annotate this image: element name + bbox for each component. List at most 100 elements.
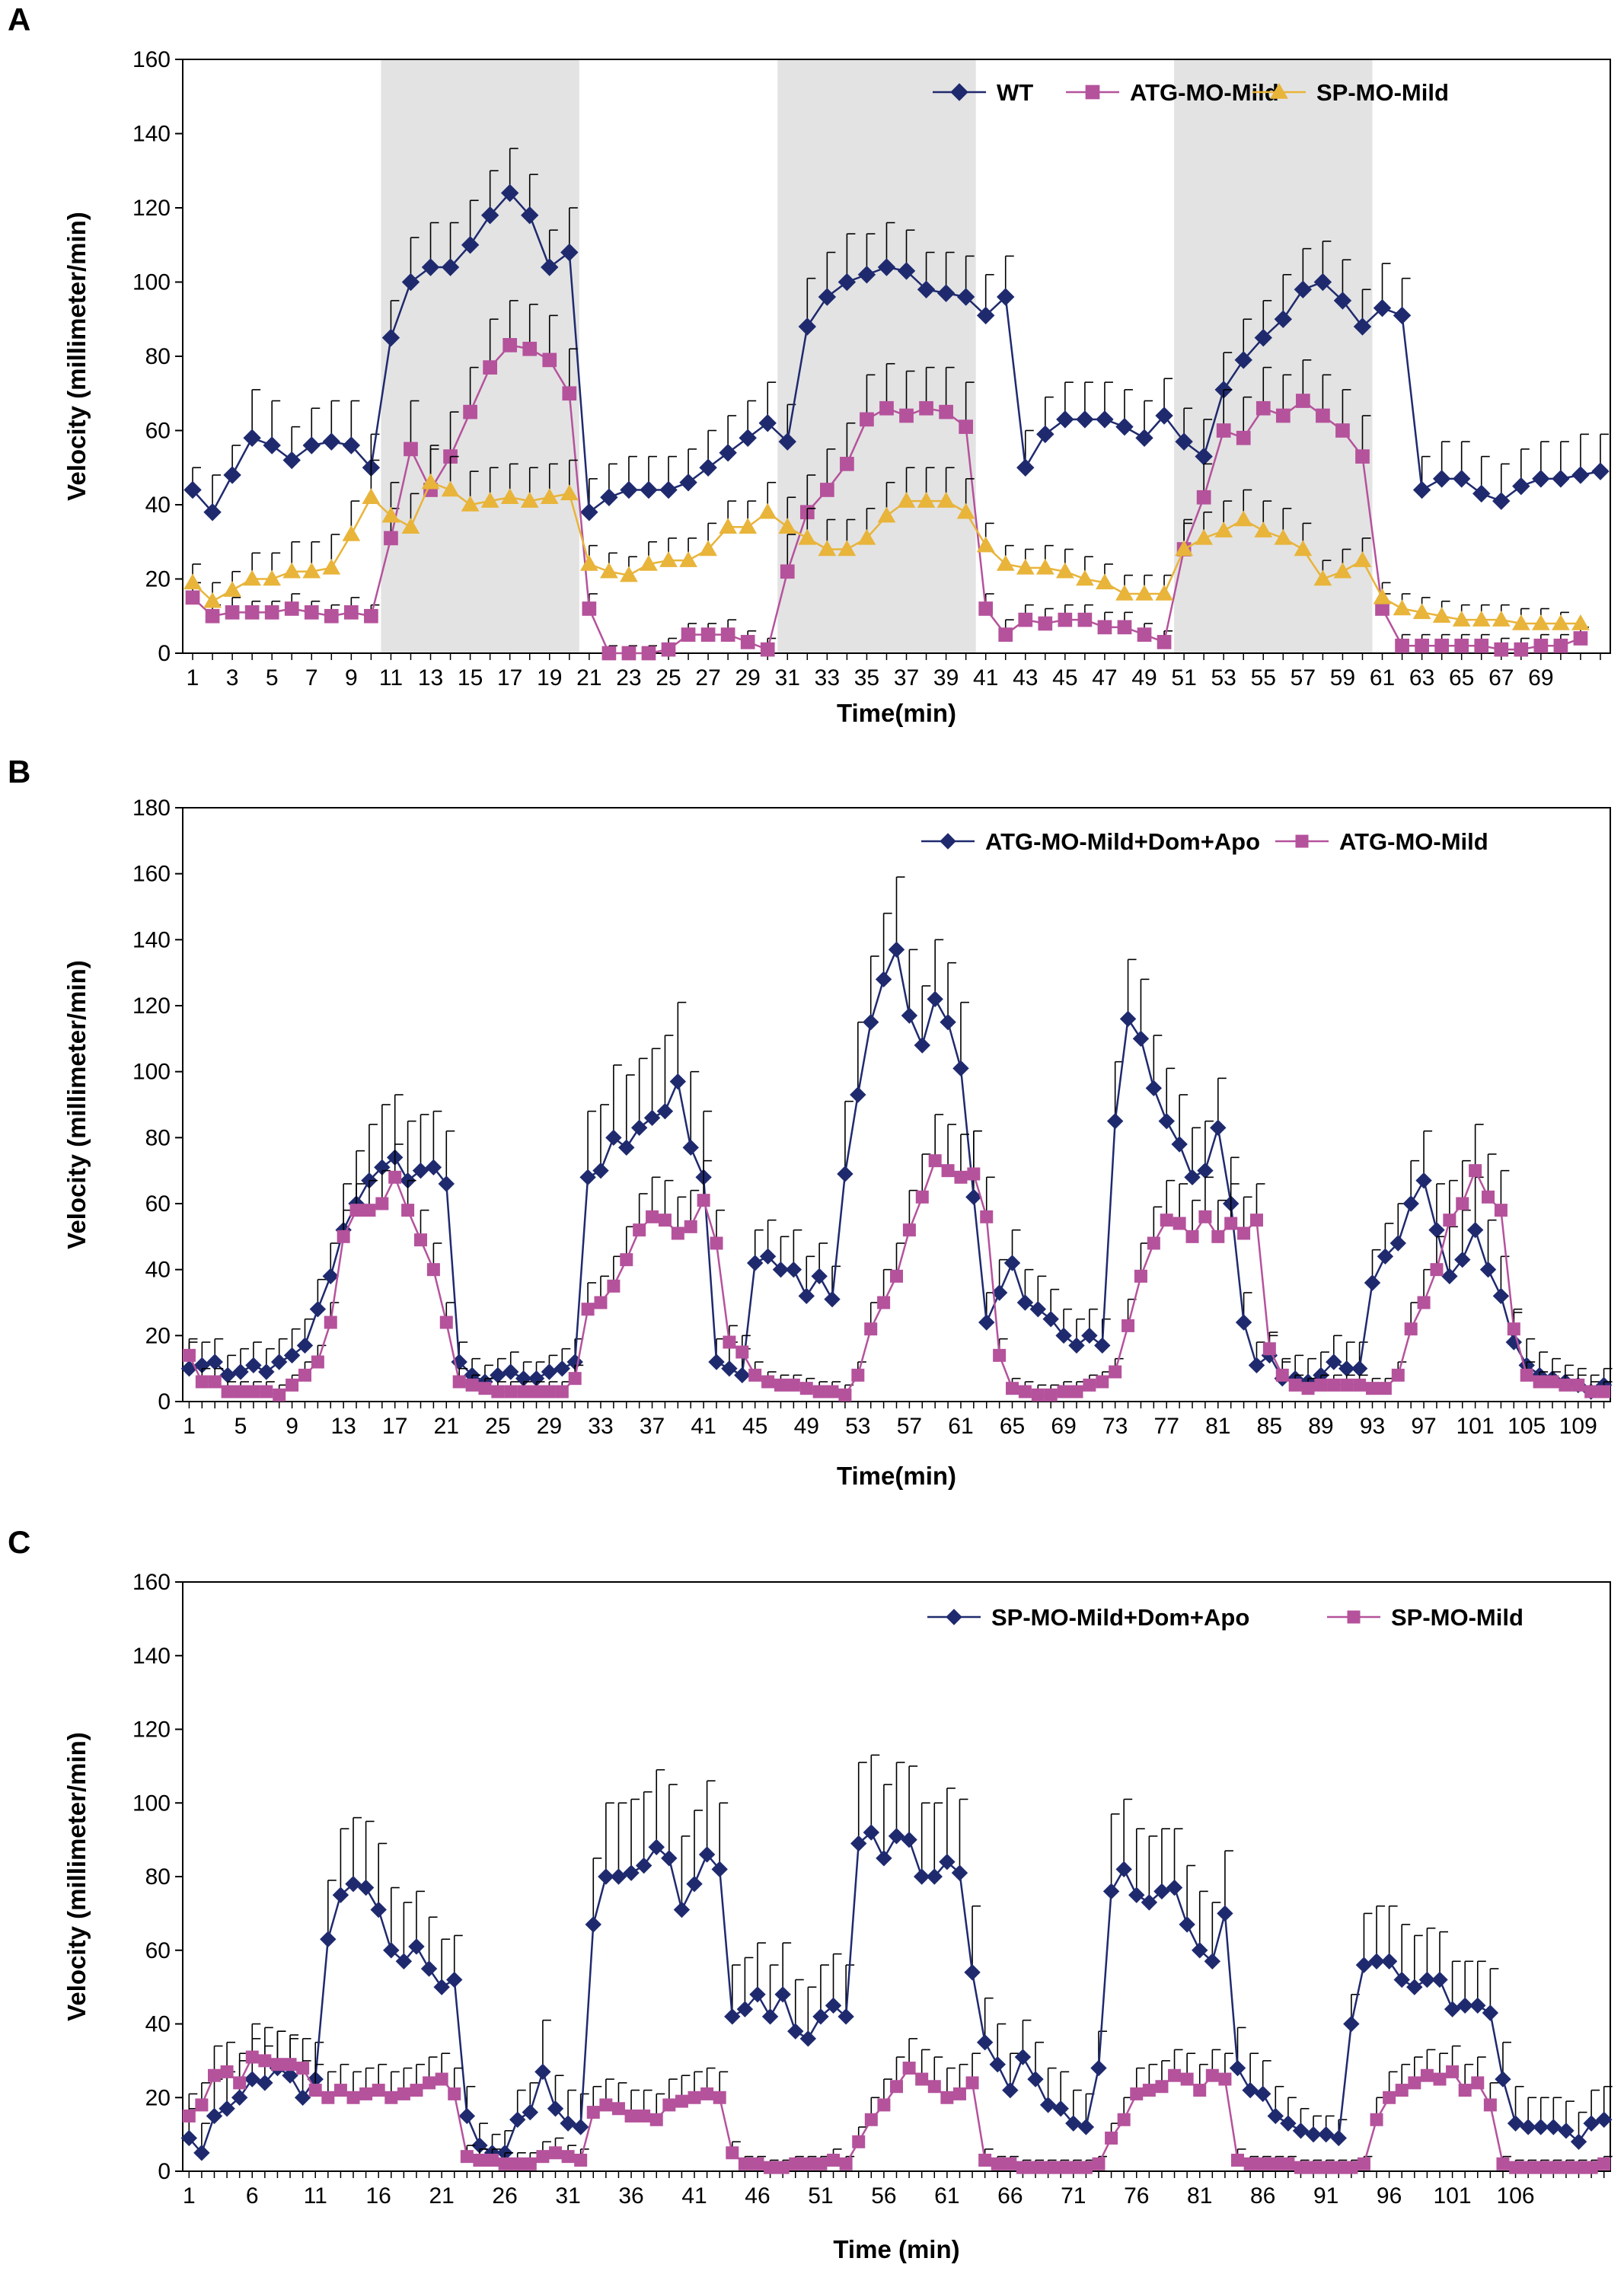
x-tick-label: 91 <box>1313 2183 1338 2209</box>
data-point <box>1456 1997 1473 2014</box>
data-point <box>500 183 519 203</box>
x-tick-label: 106 <box>1497 2183 1535 2209</box>
data-point <box>346 2091 360 2104</box>
data-point <box>1380 1953 1398 1969</box>
data-point <box>461 236 480 254</box>
data-point <box>1443 1214 1456 1227</box>
y-tick-label: 60 <box>145 1191 171 1217</box>
data-point <box>899 408 914 423</box>
data-point <box>749 1986 766 2003</box>
x-tick-label: 61 <box>1370 665 1395 690</box>
x-tick-label: 51 <box>808 2183 833 2209</box>
data-point <box>1234 510 1253 527</box>
data-point <box>1482 2005 1499 2021</box>
x-tick-label: 89 <box>1308 1414 1333 1439</box>
data-point <box>223 581 241 597</box>
y-tick-label: 80 <box>145 344 171 369</box>
data-point <box>1377 1248 1394 1265</box>
data-point <box>877 258 896 276</box>
data-point <box>799 2030 817 2047</box>
data-point <box>574 2153 588 2167</box>
data-point <box>1267 2107 1284 2125</box>
data-point <box>1534 2161 1548 2174</box>
data-point <box>1357 2157 1370 2170</box>
data-point <box>758 414 777 432</box>
data-point <box>296 2062 310 2075</box>
data-point <box>621 646 637 661</box>
data-point <box>1003 1255 1021 1271</box>
x-tick-label: 56 <box>871 2183 896 2209</box>
chart-panel-b: 0 20 40 60 80 100 120 140 160 180 1 5 9 13 17 21 25 29 33 3… <box>62 796 1613 1490</box>
data-point <box>1214 521 1233 537</box>
data-point <box>185 590 200 605</box>
x-tick-label: 33 <box>588 1414 613 1439</box>
data-point <box>1204 1953 1221 1969</box>
data-point <box>726 2146 739 2160</box>
data-point <box>1326 1354 1342 1370</box>
y-tick-label: 80 <box>145 1864 171 1890</box>
data-point <box>1458 2084 1472 2097</box>
data-point <box>548 2146 562 2160</box>
data-point <box>919 400 933 416</box>
panel-letter-c: C <box>8 1524 30 1560</box>
data-point <box>659 551 678 567</box>
data-point <box>243 429 261 447</box>
data-point <box>560 2115 576 2132</box>
data-point <box>542 1385 556 1399</box>
data-point <box>560 243 579 262</box>
data-point <box>890 2080 903 2094</box>
data-point <box>1552 470 1570 488</box>
data-point <box>1155 407 1173 425</box>
data-point <box>554 1360 571 1377</box>
data-point <box>1301 1382 1315 1395</box>
data-point <box>1520 1368 1533 1382</box>
x-tick-label: 61 <box>934 2183 959 2209</box>
data-point <box>372 2084 385 2097</box>
data-point <box>1368 1953 1385 1969</box>
series-line <box>188 1830 1605 2155</box>
data-point <box>1432 607 1451 623</box>
y-tick-label: 0 <box>158 2159 171 2184</box>
data-point <box>751 2157 764 2170</box>
x-tick-label: 45 <box>742 1414 767 1439</box>
data-point <box>234 1385 247 1399</box>
data-point <box>1210 1119 1227 1137</box>
data-point <box>397 2087 410 2100</box>
data-point <box>601 646 617 661</box>
data-point <box>542 352 557 368</box>
data-point <box>206 2107 223 2125</box>
data-point <box>1383 2091 1396 2104</box>
x-tick-label: 16 <box>366 2183 391 2209</box>
data-point <box>320 1931 337 1947</box>
data-point <box>1353 317 1372 336</box>
x-tick-label: 26 <box>492 2183 517 2209</box>
series-sp-mo-mild-dom-apo <box>180 1754 1613 2161</box>
data-point <box>607 1279 621 1293</box>
data-point <box>1016 558 1035 575</box>
data-point <box>534 2063 551 2081</box>
data-point <box>1016 1294 1034 1311</box>
data-point <box>1370 2113 1383 2126</box>
x-tick-label: 69 <box>1528 665 1553 690</box>
y-tick-label: 60 <box>145 419 171 444</box>
data-point <box>1305 2126 1322 2143</box>
data-point <box>1016 2161 1029 2174</box>
data-point <box>991 2157 1004 2170</box>
data-point <box>630 1119 648 1137</box>
x-tick-label: 19 <box>537 665 562 690</box>
x-tick-label: 53 <box>1211 665 1236 690</box>
data-point <box>952 1060 969 1077</box>
data-point <box>322 558 341 575</box>
data-point <box>195 2098 209 2112</box>
x-tick-label: 77 <box>1154 1414 1179 1439</box>
data-point <box>901 1831 917 1848</box>
x-tick-label: 81 <box>1187 2183 1212 2209</box>
data-point <box>1052 2100 1069 2117</box>
series-wt <box>183 148 1610 521</box>
data-point <box>205 608 220 624</box>
data-point <box>1275 1368 1289 1382</box>
data-point <box>785 1261 802 1278</box>
legend: SP-MO-Mild+Dom+Apo SP-MO-Mild <box>927 1604 1523 1631</box>
y-tick-label: 120 <box>132 1717 171 1743</box>
